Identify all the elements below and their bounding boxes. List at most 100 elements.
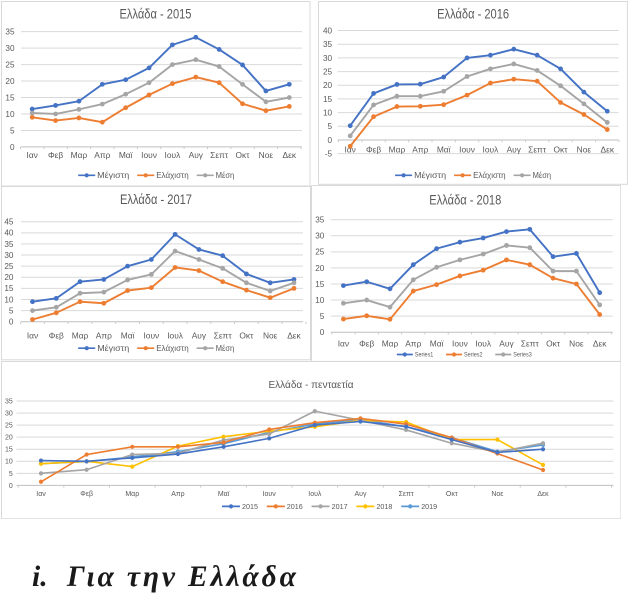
svg-text:Ιουν: Ιουν [263,490,277,497]
svg-text:5: 5 [10,126,15,135]
svg-text:Απρ: Απρ [405,338,421,348]
svg-text:10: 10 [4,296,14,305]
svg-text:Αυγ: Αυγ [189,150,204,160]
svg-text:Για την Ελλάδα: Για την Ελλάδα [66,561,297,593]
svg-text:Νοε: Νοε [263,331,278,341]
svg-text:25: 25 [323,67,333,76]
svg-text:Series1: Series1 [415,352,434,358]
svg-text:40: 40 [4,229,14,238]
svg-text:Μέση: Μέση [533,170,552,180]
svg-text:Μαϊ: Μαϊ [119,150,134,160]
svg-text:Οκτ: Οκτ [239,331,254,341]
svg-text:Αυγ: Αυγ [499,338,514,348]
svg-text:10: 10 [5,458,13,465]
svg-text:Ελάχιστη: Ελάχιστη [156,170,189,180]
svg-text:Μαρ: Μαρ [382,338,399,348]
svg-text:Φεβ: Φεβ [48,150,63,160]
svg-text:Φεβ: Φεβ [359,338,374,348]
svg-text:Ιαν: Ιαν [338,338,349,348]
svg-text:Μαϊ: Μαϊ [121,331,136,341]
svg-text:2019: 2019 [421,503,437,510]
svg-text:Ιουλ: Ιουλ [483,144,500,154]
svg-text:Νοε: Νοε [491,490,503,497]
svg-text:Ιουν: Ιουν [141,150,157,160]
svg-text:Ιαν: Ιαν [36,490,46,497]
svg-text:Οκτ: Οκτ [236,150,251,160]
svg-text:5: 5 [320,312,325,321]
svg-text:15: 15 [5,93,15,102]
svg-text:0: 0 [328,136,333,145]
svg-text:Ιουν: Ιουν [460,144,476,154]
svg-text:Απρ: Απρ [171,490,184,497]
svg-text:Οκτ: Οκτ [554,144,569,154]
svg-text:Δεκ: Δεκ [283,150,297,160]
svg-text:25: 25 [4,262,14,271]
svg-text:Ιουν: Ιουν [452,338,468,348]
svg-text:2018: 2018 [376,503,392,510]
svg-text:Ιαν: Ιαν [27,331,38,341]
svg-text:Οκτ: Οκτ [446,490,458,497]
svg-text:45: 45 [4,218,14,227]
svg-text:i.: i. [32,561,48,593]
svg-text:Μαϊ: Μαϊ [430,338,445,348]
svg-text:Φεβ: Φεβ [366,144,381,154]
svg-text:Αυγ: Αυγ [192,331,207,341]
svg-text:Μαρ: Μαρ [125,490,139,497]
svg-text:Ιαν: Ιαν [345,144,356,154]
svg-text:35: 35 [5,28,15,37]
svg-text:Ιουλ: Ιουλ [165,150,182,160]
svg-text:Μέγιστη: Μέγιστη [414,170,446,180]
svg-text:Μαρ: Μαρ [72,331,89,341]
svg-text:Ελάχιστη: Ελάχιστη [473,170,506,180]
svg-text:30: 30 [315,231,325,240]
svg-text:20: 20 [323,81,333,90]
svg-text:10: 10 [323,108,333,117]
svg-text:Οκτ: Οκτ [546,338,561,348]
svg-text:Ελάχιστη: Ελάχιστη [156,343,189,353]
svg-text:2015: 2015 [242,503,258,510]
svg-text:2016: 2016 [287,503,303,510]
svg-text:Σεπτ: Σεπτ [214,331,233,341]
svg-text:Μέγιστη: Μέγιστη [97,170,129,180]
svg-text:20: 20 [5,77,15,86]
svg-text:Ελλάδα - 2018: Ελλάδα - 2018 [429,192,501,207]
svg-text:Μαρ: Μαρ [71,150,88,160]
svg-text:35: 35 [315,215,325,224]
svg-text:10: 10 [315,296,325,305]
svg-text:25: 25 [5,60,15,69]
svg-text:20: 20 [315,264,325,273]
svg-text:Αυγ: Αυγ [507,144,522,154]
svg-text:Ιουλ: Ιουλ [167,331,184,341]
svg-text:Μαϊ: Μαϊ [218,490,230,497]
svg-text:0: 0 [9,482,13,489]
svg-text:5: 5 [328,122,333,131]
svg-text:Μαρ: Μαρ [389,144,406,154]
svg-text:30: 30 [4,251,14,260]
svg-text:Δεκ: Δεκ [601,144,615,154]
svg-text:Series3: Series3 [513,352,532,358]
svg-text:Απρ: Απρ [94,150,110,160]
svg-text:Ιαν: Ιαν [27,150,38,160]
svg-text:Δεκ: Δεκ [593,338,607,348]
svg-text:35: 35 [4,240,14,249]
svg-text:20: 20 [5,434,13,441]
svg-text:15: 15 [323,95,333,104]
svg-text:5: 5 [9,307,14,316]
svg-text:Δεκ: Δεκ [537,490,549,497]
svg-text:35: 35 [323,40,333,49]
svg-text:Αυγ: Αυγ [354,490,366,497]
svg-text:5: 5 [9,470,13,477]
svg-text:Νοε: Νοε [569,338,584,348]
svg-text:Σεπτ: Σεπτ [521,338,540,348]
svg-text:Ελλάδα - 2016: Ελλάδα - 2016 [437,7,509,22]
svg-text:Μέση: Μέση [216,343,235,353]
svg-text:30: 30 [323,54,333,63]
svg-text:Νοε: Νοε [259,150,274,160]
svg-text:Φεβ: Φεβ [80,490,93,497]
svg-text:2017: 2017 [332,503,348,510]
svg-text:Ιουλ: Ιουλ [475,338,492,348]
svg-text:Ιουλ: Ιουλ [308,490,322,497]
svg-text:15: 15 [4,285,14,294]
svg-text:35: 35 [5,398,13,405]
svg-text:Απρ: Απρ [413,144,429,154]
